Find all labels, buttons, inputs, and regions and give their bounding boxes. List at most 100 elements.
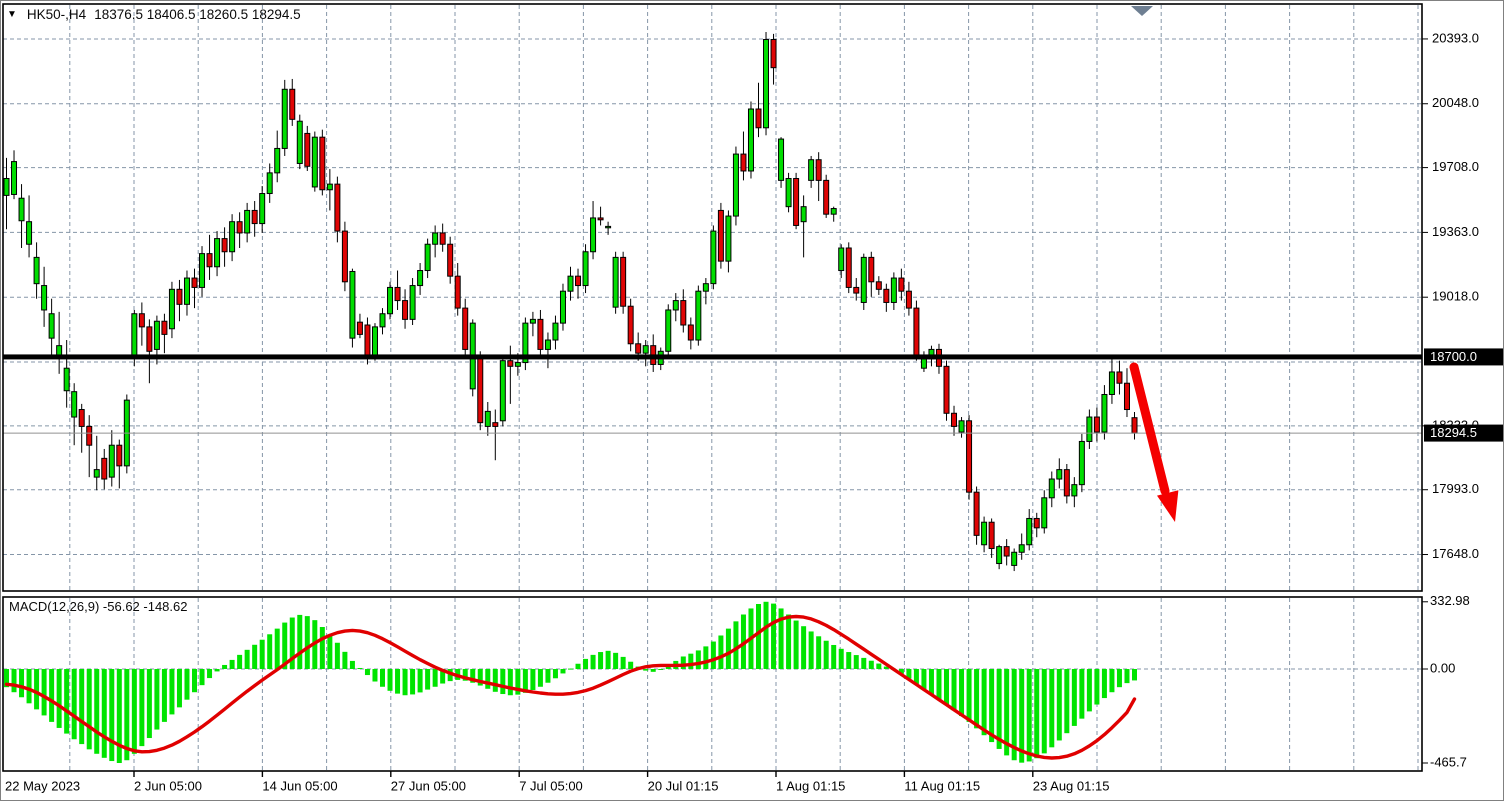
macd-histogram-bar <box>64 669 70 734</box>
candle-bullish <box>522 322 529 364</box>
macd-axis-label: 0.00 <box>1430 660 1455 675</box>
macd-histogram-bar <box>966 669 972 722</box>
horizontal-line-object[interactable] <box>3 354 1422 360</box>
macd-histogram-bar <box>500 669 506 695</box>
candle-bullish <box>890 277 897 303</box>
candle-bearish <box>86 425 93 446</box>
macd-histogram-bar <box>831 644 837 669</box>
time-axis[interactable]: 22 May 2023 2 Jun 05:00 14 Jun 05:00 27 Jun… <box>5 771 1109 793</box>
macd-histogram-bar <box>1116 669 1122 688</box>
candle-bearish <box>635 343 642 354</box>
candle-bearish <box>913 307 920 358</box>
macd-histogram-bar <box>688 653 694 669</box>
candle-bearish <box>1116 371 1123 384</box>
price-axis-label: 17648.0 <box>1432 546 1479 561</box>
candle-bullish <box>695 290 702 341</box>
candle-bearish <box>717 209 724 262</box>
macd-histogram-bar <box>1086 669 1092 712</box>
macd-histogram-bar <box>763 601 769 669</box>
candle-bearish <box>507 360 514 367</box>
candle-bullish <box>514 362 521 367</box>
macd-histogram-bar <box>304 616 310 669</box>
macd-histogram-bar <box>1124 669 1130 684</box>
macd-histogram-bar <box>583 658 589 669</box>
candle-bearish <box>356 321 363 335</box>
price-axis-label: 19363.0 <box>1432 224 1479 239</box>
arrow-head <box>1157 490 1179 522</box>
price-axis-label: 19018.0 <box>1432 289 1479 304</box>
macd-histogram-bar <box>1071 669 1077 726</box>
macd-histogram-bar <box>568 668 573 670</box>
candle-bullish <box>326 183 333 191</box>
price-axis[interactable]: 20393.020048.019708.019363.019018.018333… <box>1422 30 1503 769</box>
candle-bearish <box>146 326 153 352</box>
candle-bearish <box>447 243 454 277</box>
macd-histogram-bar <box>282 622 288 669</box>
macd-histogram-bar <box>432 669 438 687</box>
candle-bullish <box>958 420 965 433</box>
macd-histogram <box>4 601 1137 764</box>
macd-histogram-bar <box>628 661 634 669</box>
macd-histogram-bar <box>470 669 476 683</box>
candle-bullish <box>665 309 672 352</box>
macd-histogram-bar <box>56 669 62 728</box>
macd-histogram-bar <box>447 669 453 682</box>
macd-histogram-bar <box>552 669 558 679</box>
candle-bearish <box>740 153 747 172</box>
macd-histogram-bar <box>342 651 348 669</box>
candle-bullish <box>1018 544 1025 553</box>
macd-histogram-bar <box>49 669 55 722</box>
macd-histogram-bar <box>530 669 536 690</box>
macd-histogram-bar <box>410 669 416 695</box>
candle-bearish <box>770 39 777 69</box>
candle-bearish <box>364 324 371 356</box>
candle-bullish <box>529 318 536 324</box>
macd-histogram-bar <box>207 669 213 679</box>
macd-histogram-bar <box>575 663 581 669</box>
down-arrow-annotation[interactable] <box>1129 362 1179 522</box>
macd-histogram-bar <box>492 669 498 692</box>
candle-bearish <box>101 457 108 480</box>
macd-histogram-bar <box>876 663 882 669</box>
time-axis-label: 11 Aug 01:15 <box>904 778 980 793</box>
chart-shift-marker-icon[interactable] <box>1131 6 1153 16</box>
candle-bullish <box>409 285 416 320</box>
candle-bullish <box>582 251 589 287</box>
macd-histogram-bar <box>718 635 724 669</box>
macd-histogram-bar <box>1019 669 1025 763</box>
candle-bullish <box>33 256 40 285</box>
macd-histogram-bar <box>733 621 739 669</box>
macd-histogram-bar <box>252 644 258 669</box>
candle-bearish <box>620 256 627 307</box>
hline-price-label: 18700.0 <box>1430 349 1477 364</box>
candle-bullish <box>379 313 386 328</box>
candle-bearish <box>492 422 499 427</box>
candle-bearish <box>883 288 890 303</box>
candle-bullish <box>371 326 378 358</box>
macd-histogram-bar <box>440 669 446 684</box>
candle-bullish <box>1078 440 1085 486</box>
macd-axis-label: -465.7 <box>1430 754 1467 769</box>
macd-histogram-bar <box>357 667 363 669</box>
macd-histogram-bar <box>192 669 197 693</box>
macd-histogram-bar <box>989 669 995 743</box>
macd-histogram-bar <box>26 669 32 704</box>
macd-histogram-bar <box>297 614 303 669</box>
candle-bullish <box>860 256 867 303</box>
macd-histogram-bar <box>1109 669 1115 693</box>
macd-axis-label: 332.98 <box>1430 593 1470 608</box>
candle-bullish <box>732 153 739 217</box>
macd-histogram-bar <box>665 665 671 669</box>
macd-histogram-bar <box>169 669 175 715</box>
candle-bullish <box>838 247 845 272</box>
candle-bullish <box>296 120 303 164</box>
candle-bullish <box>808 159 815 181</box>
candle-bearish <box>988 521 995 550</box>
macd-histogram-bar <box>109 669 115 762</box>
candle-bearish <box>439 232 446 245</box>
candle-bullish <box>544 339 551 350</box>
candle-bullish <box>387 286 394 315</box>
candle-bearish <box>845 247 852 288</box>
macd-histogram-bar <box>19 669 25 698</box>
